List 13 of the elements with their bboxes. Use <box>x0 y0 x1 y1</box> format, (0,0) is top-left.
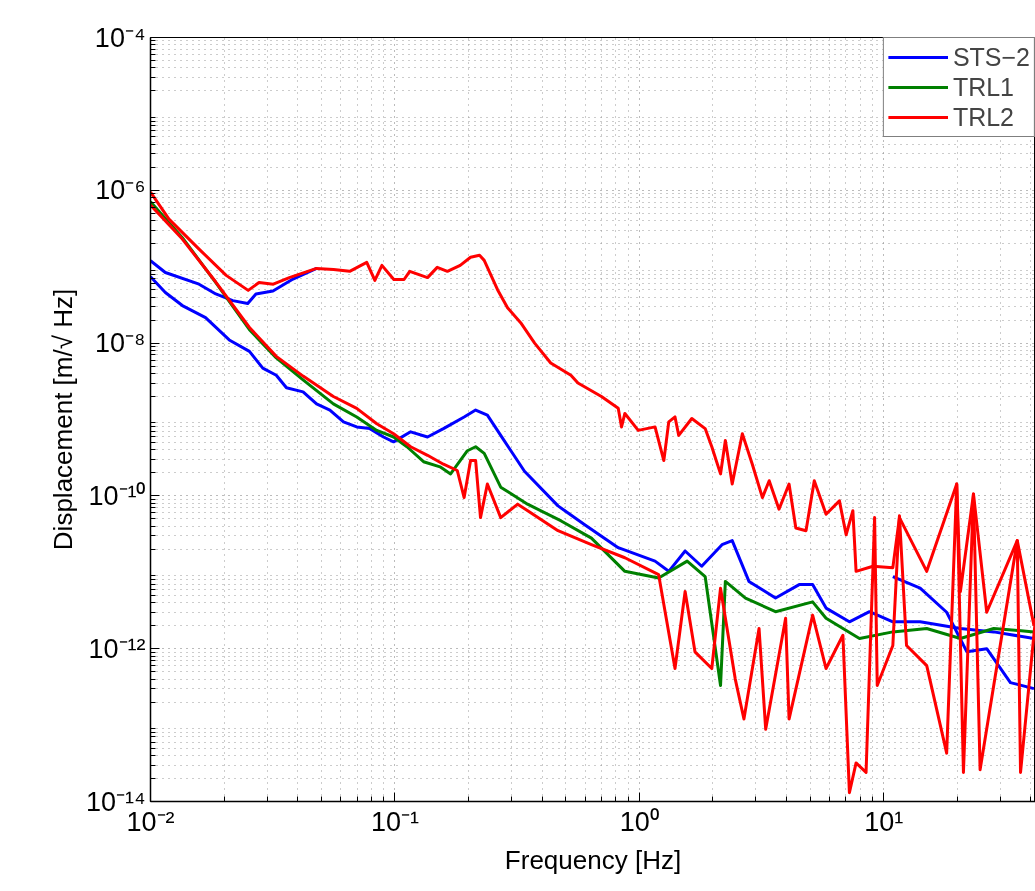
y-tick-label: 10⁻¹² <box>88 633 146 664</box>
x-tick-label: 10¹ <box>864 806 904 837</box>
x-tick-label: 10⁻¹ <box>370 806 419 837</box>
y-tick-label: 10⁻⁸ <box>95 328 146 359</box>
legend-label: TRL2 <box>952 102 1015 132</box>
y-tick-label: 10⁻⁴ <box>94 22 146 53</box>
x-axis-title: Frequency [Hz] <box>504 844 682 875</box>
y-tick-label: 10⁻⁶ <box>95 175 146 206</box>
y-tick-label: 10⁻¹⁰ <box>88 480 146 511</box>
x-tick-label: 10⁰ <box>619 806 659 837</box>
y-axis-title: Displacement [m/√ Hz] <box>47 288 78 551</box>
legend-label: STS−2 <box>952 42 1030 72</box>
legend-label: TRL1 <box>952 72 1015 102</box>
